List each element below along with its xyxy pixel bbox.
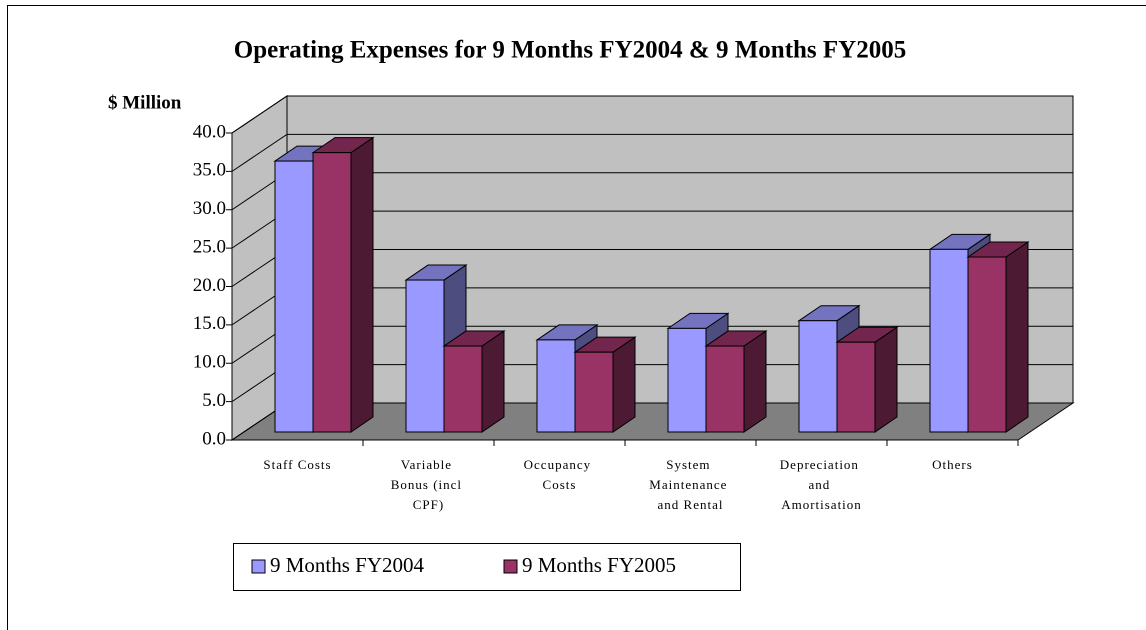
legend-label: 9 Months FY2004 (270, 553, 425, 577)
bar-front (536, 339, 576, 433)
legend-label: 9 Months FY2005 (522, 553, 676, 577)
x-tick-label: Staff Costs (263, 457, 331, 472)
bar-side (743, 330, 767, 433)
bar-front (929, 248, 969, 433)
y-tick-label: 5.0 (202, 390, 226, 411)
bar-side (1005, 241, 1029, 433)
bar (442, 330, 506, 433)
bar (966, 241, 1030, 433)
bar-front (574, 351, 614, 433)
bar-front (405, 279, 445, 433)
bar-front (967, 256, 1007, 433)
bar-front (443, 345, 483, 433)
legend-swatch (503, 559, 518, 574)
y-tick-label: 35.0 (193, 160, 226, 181)
bar-side (350, 136, 374, 433)
y-axis-label: $ Million (108, 92, 182, 113)
chart-title: Operating Expenses for 9 Months FY2004 &… (234, 37, 906, 64)
bar (573, 336, 637, 433)
bar-side (612, 336, 636, 433)
bar-side (874, 326, 898, 433)
y-tick-label: 40.0 (193, 121, 226, 142)
bar-front (274, 160, 314, 433)
x-tick-label: Others (932, 457, 973, 472)
x-tick-label: Occupancy Costs (524, 457, 596, 492)
bar-side (481, 330, 505, 433)
legend-box (233, 543, 741, 591)
y-tick-label: 20.0 (193, 275, 226, 296)
y-tick-label: 25.0 (193, 236, 226, 257)
grid-line (231, 133, 1073, 172)
bar-front (705, 345, 745, 433)
bar-front (312, 152, 352, 433)
grid-line (231, 95, 1073, 134)
bar (835, 326, 899, 433)
bar-front (798, 320, 838, 433)
bar-front (836, 341, 876, 433)
y-tick-label: 30.0 (193, 198, 226, 219)
y-tick-label: 15.0 (193, 313, 226, 334)
bar (704, 330, 768, 433)
y-tick-label: 0.0 (202, 428, 226, 449)
y-tick-label: 10.0 (193, 352, 226, 373)
x-tick-label: System Maintenance and Rental (649, 457, 731, 512)
bar (311, 136, 375, 433)
bar-front (667, 327, 707, 433)
legend-swatch (251, 559, 266, 574)
x-tick-label: Depreciation and Amortisation (780, 457, 863, 512)
x-tick-label: Variable Bonus (incl CPF) (391, 457, 467, 512)
